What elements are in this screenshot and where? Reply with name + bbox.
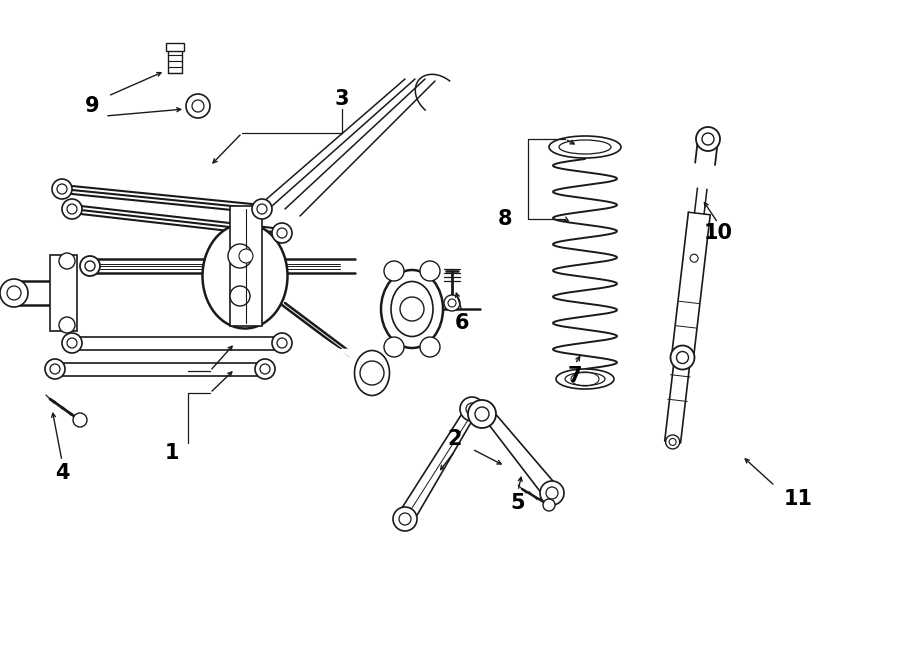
Circle shape bbox=[62, 199, 82, 219]
Circle shape bbox=[239, 249, 253, 263]
Circle shape bbox=[230, 286, 250, 306]
Circle shape bbox=[257, 204, 267, 214]
Text: 10: 10 bbox=[704, 223, 733, 243]
Circle shape bbox=[475, 407, 489, 421]
Circle shape bbox=[399, 513, 411, 525]
Text: 6: 6 bbox=[454, 313, 469, 333]
Circle shape bbox=[702, 133, 714, 145]
Text: 2: 2 bbox=[448, 429, 463, 449]
Circle shape bbox=[272, 223, 292, 243]
Text: 9: 9 bbox=[85, 96, 99, 116]
Text: 8: 8 bbox=[498, 209, 512, 229]
Circle shape bbox=[384, 261, 404, 281]
Circle shape bbox=[228, 244, 252, 268]
Ellipse shape bbox=[559, 140, 611, 154]
Ellipse shape bbox=[565, 373, 605, 385]
Circle shape bbox=[186, 94, 210, 118]
Polygon shape bbox=[398, 406, 477, 524]
Ellipse shape bbox=[391, 282, 433, 336]
Circle shape bbox=[277, 228, 287, 238]
Circle shape bbox=[59, 317, 75, 333]
Circle shape bbox=[400, 297, 424, 321]
Circle shape bbox=[57, 184, 67, 194]
FancyBboxPatch shape bbox=[166, 43, 184, 51]
Circle shape bbox=[670, 346, 695, 369]
Circle shape bbox=[252, 199, 272, 219]
Ellipse shape bbox=[549, 136, 621, 158]
Circle shape bbox=[62, 333, 82, 353]
Ellipse shape bbox=[202, 223, 287, 329]
Circle shape bbox=[260, 364, 270, 374]
Text: 11: 11 bbox=[784, 489, 813, 509]
Circle shape bbox=[666, 435, 680, 449]
Circle shape bbox=[543, 499, 555, 511]
Circle shape bbox=[52, 179, 72, 199]
Circle shape bbox=[468, 400, 496, 428]
Circle shape bbox=[7, 286, 21, 300]
Circle shape bbox=[690, 254, 698, 262]
Circle shape bbox=[696, 127, 720, 151]
Circle shape bbox=[540, 481, 564, 505]
Circle shape bbox=[420, 261, 440, 281]
Circle shape bbox=[669, 438, 676, 446]
Polygon shape bbox=[671, 212, 710, 359]
Text: 3: 3 bbox=[335, 89, 349, 109]
Circle shape bbox=[384, 337, 404, 357]
Circle shape bbox=[277, 338, 287, 348]
Circle shape bbox=[460, 397, 484, 421]
Text: 4: 4 bbox=[55, 463, 69, 483]
Circle shape bbox=[50, 364, 60, 374]
Circle shape bbox=[67, 204, 77, 214]
Polygon shape bbox=[50, 255, 77, 331]
Polygon shape bbox=[488, 415, 559, 498]
Ellipse shape bbox=[381, 270, 443, 348]
Circle shape bbox=[466, 403, 478, 415]
Circle shape bbox=[192, 100, 204, 112]
Circle shape bbox=[73, 413, 87, 427]
Circle shape bbox=[0, 279, 28, 307]
Circle shape bbox=[420, 337, 440, 357]
Circle shape bbox=[272, 333, 292, 353]
Circle shape bbox=[67, 338, 77, 348]
Ellipse shape bbox=[556, 369, 614, 389]
Circle shape bbox=[45, 359, 65, 379]
Circle shape bbox=[255, 359, 275, 379]
Text: 5: 5 bbox=[510, 493, 526, 513]
Circle shape bbox=[80, 256, 100, 276]
FancyBboxPatch shape bbox=[230, 206, 262, 326]
Circle shape bbox=[59, 253, 75, 269]
Circle shape bbox=[360, 361, 384, 385]
Circle shape bbox=[546, 487, 558, 499]
Circle shape bbox=[444, 295, 460, 311]
Text: 1: 1 bbox=[165, 443, 179, 463]
Circle shape bbox=[448, 299, 456, 307]
Circle shape bbox=[393, 507, 417, 531]
Ellipse shape bbox=[355, 350, 390, 395]
Circle shape bbox=[85, 261, 95, 271]
Circle shape bbox=[677, 352, 688, 364]
Text: 7: 7 bbox=[568, 366, 582, 386]
